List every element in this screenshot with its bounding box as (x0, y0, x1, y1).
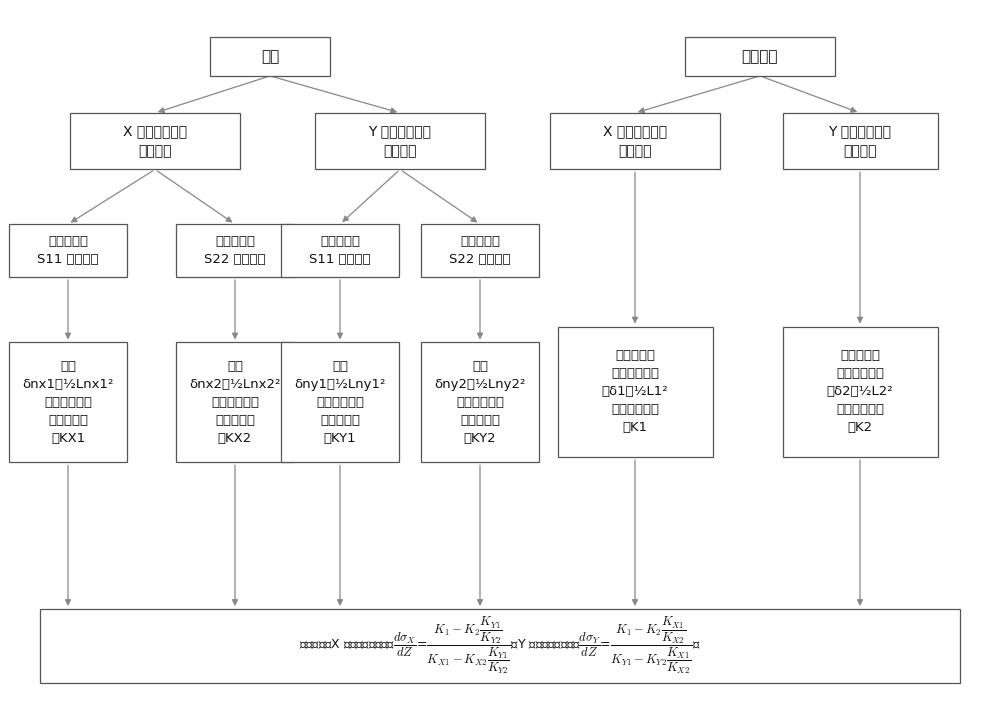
FancyBboxPatch shape (281, 342, 399, 462)
Text: 获得
δny1～½Lny1²
曲线，根据斜
率求等效系
数KY1: 获得 δny1～½Lny1² 曲线，根据斜 率求等效系 数KY1 (294, 360, 386, 445)
Text: Y 方向不同长度
的悬臂梁: Y 方向不同长度 的悬臂梁 (828, 124, 892, 158)
FancyBboxPatch shape (40, 609, 960, 683)
Text: 仿真: 仿真 (261, 49, 279, 64)
Text: 带入公式，X 方向的应力梯度为$\dfrac{d\sigma_X}{dZ}$=$\dfrac{K_1-K_2\dfrac{K_{Y1}}{K_{Y2}}}{K_: 带入公式，X 方向的应力梯度为$\dfrac{d\sigma_X}{dZ}$=$… (299, 616, 701, 676)
Text: 实际测试: 实际测试 (742, 49, 778, 64)
Text: 获得
δnx1～½Lnx1²
曲线，根据斜
率求等效系
数KX1: 获得 δnx1～½Lnx1² 曲线，根据斜 率求等效系 数KX1 (22, 360, 114, 445)
FancyBboxPatch shape (550, 113, 720, 169)
Text: 施加不同的
S11 应力梯度: 施加不同的 S11 应力梯度 (309, 235, 371, 266)
Text: 获得
δnx2～½Lnx2²
曲线，根据斜
率求等效系
数KX2: 获得 δnx2～½Lnx2² 曲线，根据斜 率求等效系 数KX2 (189, 360, 281, 445)
FancyBboxPatch shape (9, 225, 127, 277)
FancyBboxPatch shape (782, 326, 938, 457)
FancyBboxPatch shape (9, 342, 127, 462)
Text: 施加不同的
S11 应力梯度: 施加不同的 S11 应力梯度 (37, 235, 99, 266)
Text: 施加不同的
S22 应力梯度: 施加不同的 S22 应力梯度 (449, 235, 511, 266)
FancyBboxPatch shape (558, 326, 712, 457)
Text: 测量悬臂梁
末端挠度，获
得δ2～½L2²
曲线，求出斜
率K2: 测量悬臂梁 末端挠度，获 得δ2～½L2² 曲线，求出斜 率K2 (827, 349, 893, 434)
FancyBboxPatch shape (315, 113, 485, 169)
Text: X 方向不同长度
的悬臂梁: X 方向不同长度 的悬臂梁 (603, 124, 667, 158)
FancyBboxPatch shape (421, 225, 539, 277)
FancyBboxPatch shape (176, 225, 294, 277)
FancyBboxPatch shape (210, 37, 330, 76)
Text: Y 方向不同长度
的悬臂梁: Y 方向不同长度 的悬臂梁 (368, 124, 432, 158)
FancyBboxPatch shape (176, 342, 294, 462)
FancyBboxPatch shape (782, 113, 938, 169)
FancyBboxPatch shape (421, 342, 539, 462)
FancyBboxPatch shape (685, 37, 835, 76)
FancyBboxPatch shape (70, 113, 240, 169)
Text: 施加不同的
S22 应力梯度: 施加不同的 S22 应力梯度 (204, 235, 266, 266)
Text: X 方向不同长度
的悬臂梁: X 方向不同长度 的悬臂梁 (123, 124, 187, 158)
Text: 获得
δny2～½Lny2²
曲线，根据斜
率求等效系
数KY2: 获得 δny2～½Lny2² 曲线，根据斜 率求等效系 数KY2 (434, 360, 526, 445)
Text: 测量悬臂梁
末端挠度，获
得δ1～½L1²
曲线，求出斜
率K1: 测量悬臂梁 末端挠度，获 得δ1～½L1² 曲线，求出斜 率K1 (602, 349, 668, 434)
FancyBboxPatch shape (281, 225, 399, 277)
